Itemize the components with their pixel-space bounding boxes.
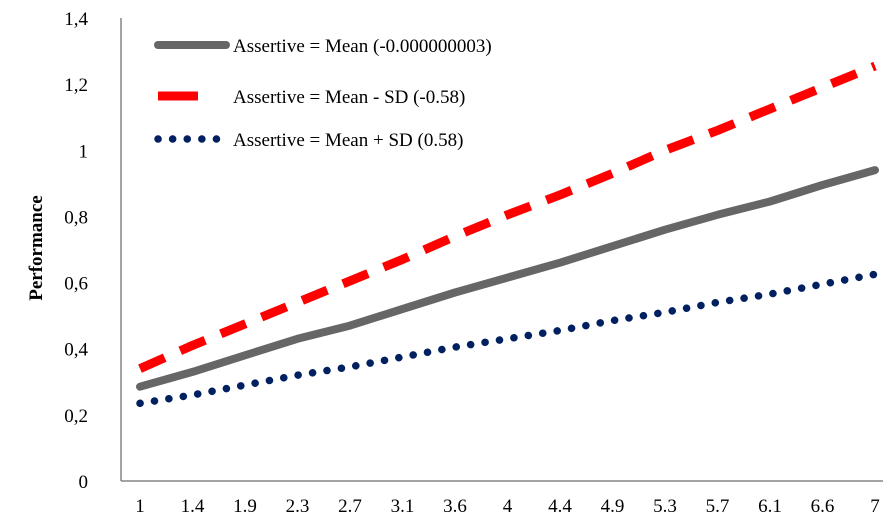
- y-tick-label: 1,2: [64, 75, 88, 96]
- y-tick-labels: 0 0,2 0,4 0,6 0,8 1 1,2 1,4: [64, 9, 88, 493]
- series-lines: [136, 61, 879, 408]
- legend-entry-label: Assertive = Mean (-0.000000003): [233, 36, 492, 57]
- x-tick-label: 4.9: [601, 496, 625, 517]
- y-tick-label: 0,6: [64, 274, 88, 295]
- x-tick-label: 3.6: [443, 496, 467, 517]
- x-tick-label: 4.4: [548, 496, 572, 517]
- x-tick-label: 6.6: [811, 496, 835, 517]
- legend: Assertive = Mean (-0.000000003) Assertive…: [154, 36, 492, 151]
- y-tick-label: 0,2: [64, 406, 88, 427]
- x-tick-label: 1: [135, 496, 145, 517]
- y-tick-label: 1: [79, 141, 89, 162]
- x-tick-label: 1.9: [233, 496, 257, 517]
- series-line-2: [138, 61, 877, 373]
- series-line-3: [136, 270, 879, 408]
- x-tick-label: 1.4: [181, 496, 205, 517]
- x-tick-label: 6.1: [758, 496, 782, 517]
- x-tick-labels: 1 1.4 1.9 2.3 2.7 3.1 3.6 4 4.4 4.9 5.3 5.7 6.1 6.6 7: [135, 496, 880, 517]
- y-tick-label: 0,4: [64, 340, 88, 361]
- y-axis-label: Performance: [26, 195, 47, 301]
- x-tick-label: 4: [503, 496, 513, 517]
- series-line-1: [136, 166, 879, 391]
- axes: [120, 18, 883, 482]
- x-tick-label: 5.3: [653, 496, 677, 517]
- y-tick-label: 0,8: [64, 207, 88, 228]
- legend-entry-label: Assertive = Mean + SD (0.58): [233, 130, 463, 151]
- y-tick-label: 1,4: [64, 9, 88, 30]
- y-tick-label: 0: [79, 472, 89, 493]
- legend-entry-label: Assertive = Mean - SD (-0.58): [233, 87, 465, 108]
- x-tick-label: 2.3: [286, 496, 310, 517]
- x-tick-label: 5.7: [706, 496, 730, 517]
- x-tick-label: 3.1: [391, 496, 415, 517]
- x-tick-label: 7: [870, 496, 880, 517]
- x-tick-label: 2.7: [338, 496, 362, 517]
